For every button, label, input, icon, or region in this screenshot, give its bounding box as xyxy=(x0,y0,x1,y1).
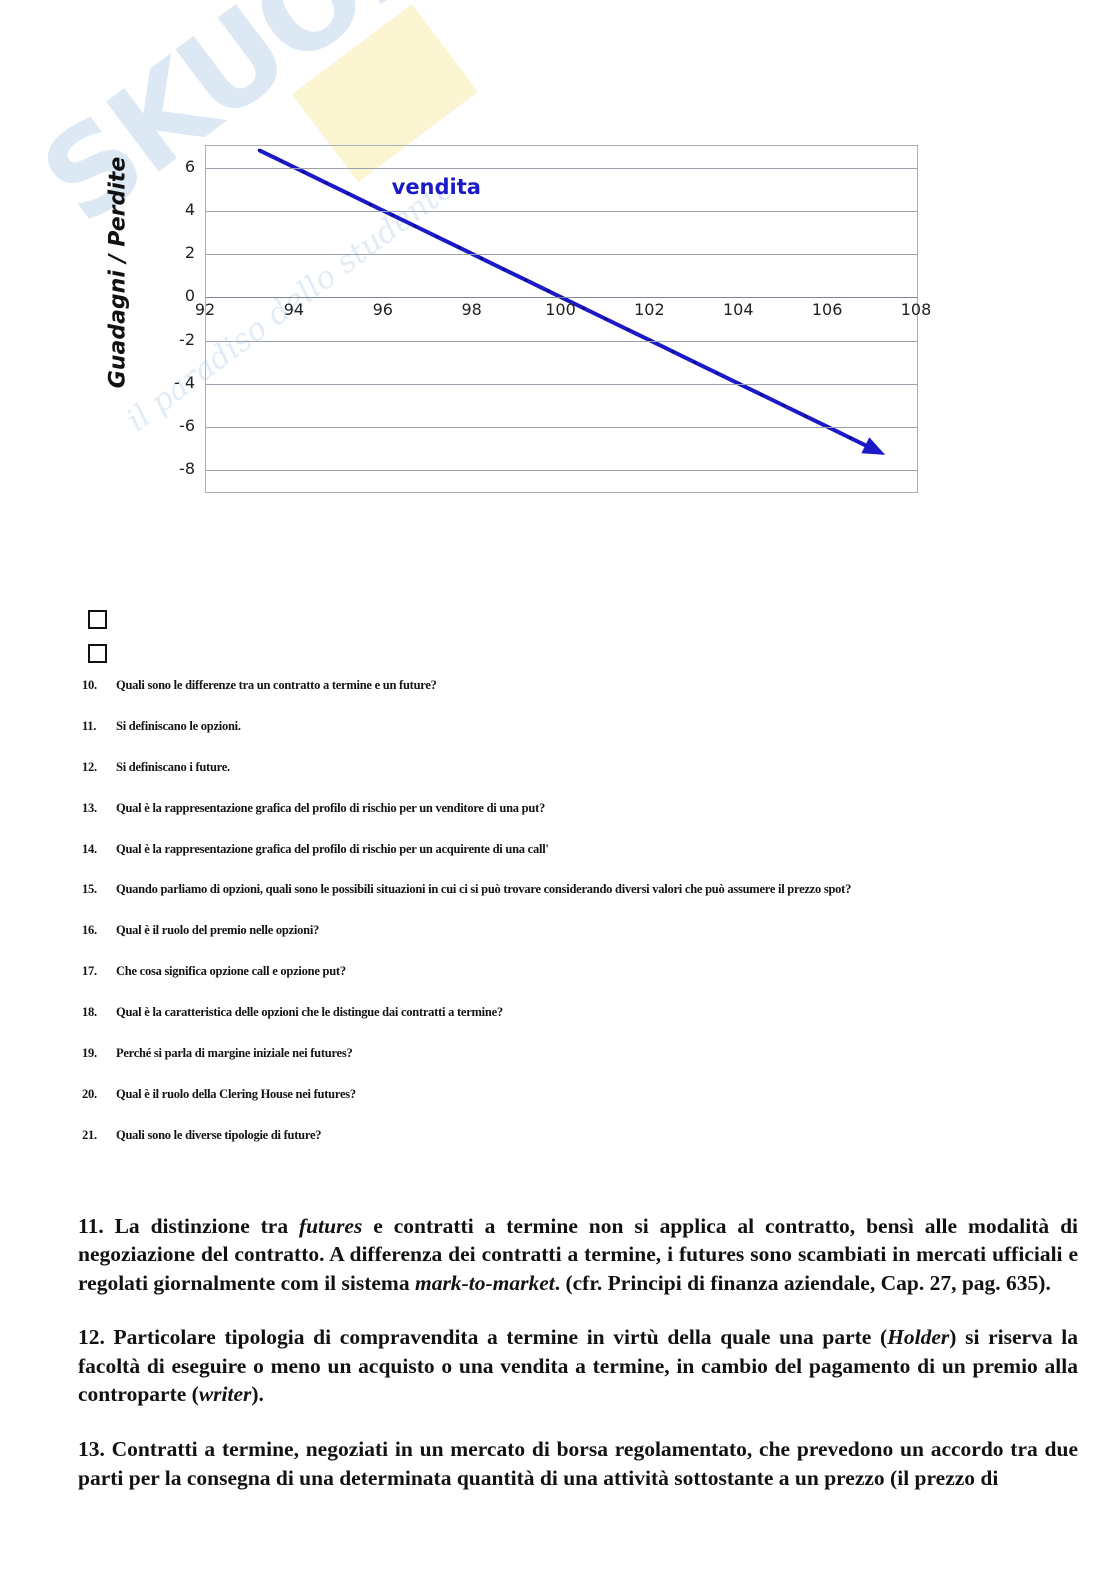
question-number: 12. xyxy=(82,759,97,774)
gridline xyxy=(206,384,917,385)
x-tick-label: 102 xyxy=(634,300,665,320)
question-text: Si definiscano le opzioni. xyxy=(116,718,241,733)
x-tick-label: 92 xyxy=(194,300,216,320)
gridline xyxy=(206,211,917,212)
question-text: Qual è la rappresentazione grafica del p… xyxy=(116,800,545,815)
question-number: 21. xyxy=(82,1127,97,1142)
question-item: 17. Che cosa significa opzione call e opz… xyxy=(82,964,1042,978)
question-item: 19. Perché si parla di margine iniziale n… xyxy=(82,1046,1042,1060)
y-tick-label: 6 xyxy=(184,156,195,176)
y-tick-label: 0 xyxy=(184,286,195,306)
body-text: 11. La distinzione tra xyxy=(78,1213,300,1238)
answer-12: 12. Particolare tipologia di compravendi… xyxy=(78,1323,1078,1409)
x-tick-label: 106 xyxy=(811,300,843,320)
gridline xyxy=(206,427,917,428)
checkbox[interactable] xyxy=(88,610,107,629)
x-tick-label: 104 xyxy=(722,300,754,320)
question-number: 14. xyxy=(82,841,97,856)
body-text: ). xyxy=(251,1382,264,1407)
question-text: Qual è il ruolo della Clering House nei … xyxy=(116,1086,356,1101)
question-text: Qual è il ruolo del premio nelle opzioni… xyxy=(116,923,320,938)
question-number: 17. xyxy=(82,964,97,979)
gridline xyxy=(206,168,917,169)
question-item: 18. Qual è la caratteristica delle opzion… xyxy=(82,1005,1042,1019)
answer-13: 13. Contratti a termine, negoziati in un… xyxy=(78,1435,1078,1492)
y-tick-label: -8 xyxy=(179,459,195,479)
gridline xyxy=(206,341,917,342)
question-text: Qual è la caratteristica delle opzioni c… xyxy=(116,1005,503,1019)
body-text: e contratti a termine non si applica al … xyxy=(78,1213,1078,1295)
y-tick-label: -6 xyxy=(179,416,195,436)
question-item: 10. Quali sono le differenze tra un contr… xyxy=(82,678,1042,692)
emphasis-text: futures xyxy=(299,1213,363,1238)
question-number: 10. xyxy=(82,678,97,692)
question-list: 10. Quali sono le differenze tra un contr… xyxy=(82,678,1042,1169)
question-number: 11. xyxy=(82,718,97,733)
payoff-chart: Guadagni / Perdite 6 4 2 0 -2 - 4 -6 -8 92 94 96 9… xyxy=(0,130,1000,520)
emphasis-text: writer xyxy=(198,1382,252,1407)
question-number: 16. xyxy=(82,923,97,938)
x-tick-label: 108 xyxy=(900,300,932,320)
answer-11: 11. La distinzione tra futures e contrat… xyxy=(78,1212,1078,1298)
y-tick-label: -2 xyxy=(179,329,195,349)
question-text: Quando parliamo di opzioni, quali sono l… xyxy=(116,882,852,897)
y-axis-tick-labels: 6 4 2 0 -2 - 4 -6 -8 xyxy=(130,130,195,490)
question-number: 19. xyxy=(82,1045,97,1060)
question-item: 16. Qual è il ruolo del premio nelle opzi… xyxy=(82,923,1042,937)
emphasis-text: mark-to-market xyxy=(414,1270,555,1295)
checkbox-group xyxy=(88,610,107,678)
question-item: 15. Quando parliamo di opzioni, quali son… xyxy=(82,882,1042,896)
gridline xyxy=(206,470,917,471)
question-number: 18. xyxy=(82,1005,97,1019)
body-text: 13. Contratti a termine, negoziati in un… xyxy=(78,1437,1078,1490)
body-text: ) si riserva la facoltà di eseguire o me… xyxy=(78,1325,1078,1407)
question-item: 12. Si definiscano i future. xyxy=(82,760,1042,774)
question-text: Quali sono le differenze tra un contratt… xyxy=(116,678,437,692)
question-number: 20. xyxy=(82,1086,97,1101)
question-item: 21. Quali sono le diverse tipologie di fu… xyxy=(82,1128,1042,1142)
y-tick-label: - 4 xyxy=(173,372,195,392)
emphasis-text: Holder xyxy=(887,1325,950,1350)
answer-paragraphs: 11. La distinzione tra futures e contrat… xyxy=(78,1190,1078,1518)
question-text: Qual è la rappresentazione grafica del p… xyxy=(116,841,549,856)
series-annotation-vendita: vendita xyxy=(391,175,481,200)
gridline xyxy=(206,254,917,255)
x-tick-label: 96 xyxy=(372,300,393,320)
question-item: 11. Si definiscano le opzioni. xyxy=(82,719,1042,733)
checkbox[interactable] xyxy=(88,644,107,663)
body-text: . (cfr. Principi di finanza aziendale, C… xyxy=(554,1270,1051,1295)
x-tick-label: 94 xyxy=(283,300,305,320)
question-number: 15. xyxy=(82,882,97,897)
question-text: Perché si parla di margine iniziale nei … xyxy=(116,1045,353,1060)
y-axis-title: Guadagni / Perdite xyxy=(105,156,131,389)
y-tick-label: 4 xyxy=(184,199,195,219)
question-item: 13. Qual è la rappresentazione grafica de… xyxy=(82,801,1042,815)
plot-area xyxy=(205,145,918,493)
question-number: 13. xyxy=(82,800,97,815)
question-item: 20. Qual è il ruolo della Clering House n… xyxy=(82,1087,1042,1101)
question-item: 14. Qual è la rappresentazione grafica de… xyxy=(82,842,1042,856)
x-tick-label: 100 xyxy=(545,300,576,320)
question-text: Quali sono le diverse tipologie di futur… xyxy=(116,1127,322,1142)
body-text: 12. Particolare tipologia di compravendi… xyxy=(78,1325,888,1350)
question-text: Che cosa significa opzione call e opzion… xyxy=(116,964,346,979)
x-tick-label: 98 xyxy=(461,300,482,320)
question-text: Si definiscano i future. xyxy=(116,759,230,774)
y-tick-label: 2 xyxy=(184,243,195,263)
gridline xyxy=(206,297,917,298)
